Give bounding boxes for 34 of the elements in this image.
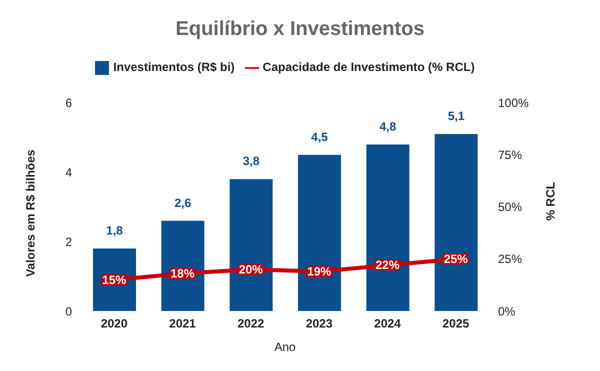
legend-label: Investimentos (R$ bi) xyxy=(113,60,235,74)
y-tick-label: 2 xyxy=(65,234,72,249)
bar xyxy=(434,134,478,311)
y-tick-label: 4 xyxy=(65,165,72,180)
data-label: 1,8 xyxy=(106,224,124,238)
bar xyxy=(366,144,410,311)
x-tick-label: 2024 xyxy=(374,316,402,331)
y-axis-title: Valores em R$ bilhões xyxy=(23,149,38,277)
bar xyxy=(298,154,341,311)
bar xyxy=(161,220,204,311)
x-tick-label: 2020 xyxy=(100,316,128,331)
data-label: 3,8 xyxy=(242,154,260,168)
y2-axis-title: % RCL xyxy=(543,182,558,221)
data-label: 15% xyxy=(102,272,126,287)
data-label: 4,8 xyxy=(379,119,396,134)
bar xyxy=(230,179,273,311)
data-label: 5,1 xyxy=(448,109,465,124)
y2-tick-label: 75% xyxy=(498,148,522,162)
x-tick-label: 2025 xyxy=(442,316,470,331)
x-tick-label: 2022 xyxy=(237,316,265,331)
y-tick-label: 6 xyxy=(65,96,72,110)
data-label: 4,5 xyxy=(311,130,328,144)
x-tick-label: 2023 xyxy=(306,316,333,331)
y2-tick-label: 0% xyxy=(498,304,516,318)
legend-label: Capacidade de Investimento (% RCL) xyxy=(262,60,475,74)
y2-tick-label: 25% xyxy=(498,252,522,266)
x-axis-title: Ano xyxy=(274,340,296,354)
y2-tick-label: 50% xyxy=(498,200,522,214)
data-label: 2,6 xyxy=(174,196,192,210)
data-label: 25% xyxy=(444,252,468,266)
x-tick-label: 2021 xyxy=(169,316,196,331)
chart-title: Equilíbrio x Investimentos xyxy=(174,18,426,41)
y-tick-label: 0 xyxy=(65,304,72,318)
y2-tick-label: 100% xyxy=(498,96,530,110)
